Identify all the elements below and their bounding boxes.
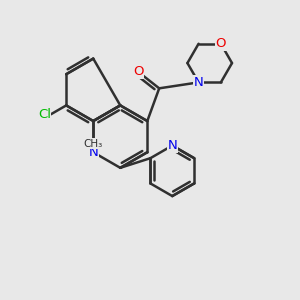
Text: CH₃: CH₃	[84, 139, 103, 149]
Text: N: N	[194, 76, 203, 89]
Text: O: O	[133, 65, 144, 79]
Text: N: N	[167, 139, 177, 152]
Text: Cl: Cl	[38, 108, 51, 121]
Text: O: O	[216, 37, 226, 50]
Text: N: N	[88, 146, 98, 159]
